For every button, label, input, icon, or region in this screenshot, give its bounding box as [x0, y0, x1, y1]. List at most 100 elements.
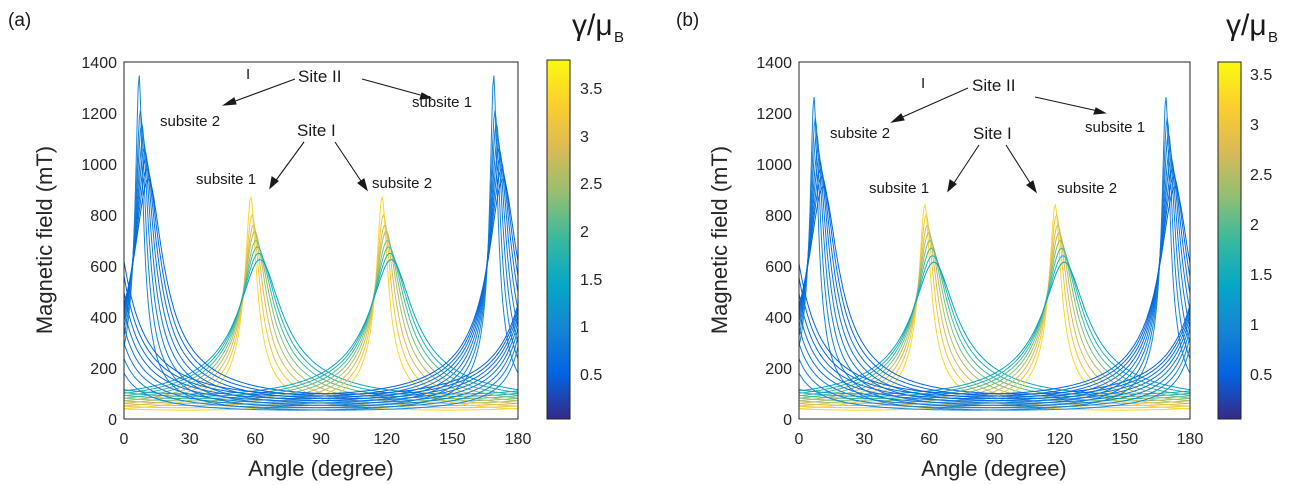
- colorbar-subscript: B: [614, 29, 624, 46]
- colorbar-gradient: [546, 59, 571, 420]
- x-axis-label: Angle (degree): [248, 456, 394, 481]
- y-axis-label: Magnetic field (mT): [707, 146, 732, 334]
- annotations: I Site II subsite 2 subsite 1 Site I sub…: [160, 66, 472, 192]
- colorbar-tick-label: 2: [580, 224, 589, 241]
- annotation-site1-subsite2: subsite 2: [1057, 180, 1117, 197]
- annotation-site1-subsite1: subsite 1: [869, 180, 929, 197]
- y-tick-label: 1000: [81, 157, 117, 174]
- series-line: [124, 158, 518, 400]
- series-line: [799, 186, 1190, 395]
- annotation-site1-subsite2: subsite 2: [372, 175, 432, 192]
- series-line: [124, 178, 518, 395]
- series-line: [124, 231, 518, 404]
- series-line: [799, 131, 1190, 406]
- colorbar-tick-label: 0.5: [580, 367, 602, 384]
- y-tick-label: 1400: [81, 55, 117, 72]
- annotation-site1: Site I: [973, 124, 1012, 143]
- series-line: [799, 261, 1190, 395]
- series-line: [799, 224, 1190, 406]
- y-tick-label: 0: [783, 412, 792, 429]
- panel-label: (b): [676, 10, 699, 31]
- colorbar-tick-label: 1.5: [1250, 267, 1272, 284]
- series-line: [799, 224, 1190, 406]
- x-tick-label: 60: [246, 431, 264, 448]
- series-line: [799, 232, 1190, 404]
- x-axis-label: Angle (degree): [921, 456, 1067, 481]
- series-line: [124, 148, 518, 402]
- series-line: [799, 261, 1190, 395]
- plot-frame: [798, 61, 1191, 420]
- annotation-arrows: [222, 78, 433, 192]
- series-line: [124, 213, 518, 409]
- colorbar-gradient: [1217, 61, 1242, 420]
- y-axis-label: Magnetic field (mT): [32, 146, 57, 334]
- series-line: [799, 247, 1190, 400]
- annotation-tick-mark: I: [246, 66, 250, 83]
- colorbar-tick-label: 1.5: [580, 272, 602, 289]
- x-axis: 0 30 60 90 120 150 180: [120, 431, 532, 448]
- series-line: [799, 118, 1190, 409]
- y-tick-label: 800: [765, 208, 792, 225]
- plot-frame: [123, 61, 519, 420]
- colorbar-tick-label: 1: [580, 319, 589, 336]
- x-tick-label: 180: [505, 431, 532, 448]
- colorbar-subscript: B: [1268, 29, 1278, 46]
- x-tick-label: 30: [855, 431, 873, 448]
- series-line: [124, 252, 518, 397]
- x-tick-label: 180: [1177, 431, 1204, 448]
- series-line: [124, 75, 518, 411]
- colorbar-tick-label: 3: [580, 129, 589, 146]
- y-tick-label: 800: [90, 208, 117, 225]
- x-tick-label: 0: [795, 431, 804, 448]
- series-line: [799, 168, 1190, 400]
- panel-a: (a) 0 30 60 90 120 150 180 0 200 400 600…: [8, 9, 624, 481]
- panel-b: (b) 0 30 60 90 120 150 180 0 200 400 600…: [676, 9, 1278, 481]
- colorbar-title: γ/μ: [1226, 9, 1267, 42]
- series-line: [799, 247, 1190, 400]
- x-tick-label: 90: [312, 431, 330, 448]
- annotation-arrows: [890, 87, 1107, 194]
- series-line: [799, 148, 1190, 404]
- x-tick-label: 120: [1046, 431, 1073, 448]
- series-line: [124, 246, 518, 400]
- annotation-site2-subsite1: subsite 1: [1085, 119, 1145, 136]
- colorbar-tick-label: 2.5: [580, 176, 602, 193]
- series-line: [799, 131, 1190, 406]
- y-axis: 0 200 400 600 800 1000 1200 1400: [81, 55, 117, 429]
- colorbar: γ/μ B 0.5 1 1.5 2 2.5 3 3.5: [1217, 9, 1278, 420]
- colorbar-tick-label: 0.5: [1250, 367, 1272, 384]
- annotation-site2-subsite2: subsite 2: [160, 113, 220, 130]
- colorbar-tick-label: 3.5: [1250, 67, 1272, 84]
- series-line: [124, 224, 518, 406]
- colorbar-tick-label: 1: [1250, 317, 1259, 334]
- y-axis: 0 200 400 600 800 1000 1200 1400: [756, 55, 792, 429]
- colorbar-tick-label: 3: [1250, 117, 1259, 134]
- x-tick-label: 60: [920, 431, 938, 448]
- x-axis: 0 30 60 90 120 150 180: [795, 431, 1204, 448]
- y-tick-label: 0: [108, 412, 117, 429]
- colorbar: γ/μ B 0.5 1 1.5 2 2.5 3 3.5: [546, 9, 624, 420]
- y-tick-label: 1000: [756, 157, 792, 174]
- annotation-site2: Site II: [972, 76, 1015, 95]
- series-line: [124, 123, 518, 406]
- x-tick-label: 120: [373, 431, 400, 448]
- x-tick-label: 150: [439, 431, 466, 448]
- series-line: [124, 138, 518, 404]
- annotation-tick-mark: I: [921, 75, 925, 92]
- colorbar-ticks: 0.5 1 1.5 2 2.5 3 3.5: [580, 81, 602, 384]
- series-line: [124, 224, 518, 406]
- y-tick-label: 600: [90, 259, 117, 276]
- y-tick-label: 200: [765, 361, 792, 378]
- annotation-site1-subsite1: subsite 1: [196, 171, 256, 188]
- series-line: [799, 213, 1190, 409]
- colorbar-tick-label: 2.5: [1250, 167, 1272, 184]
- x-tick-label: 0: [120, 431, 129, 448]
- colorbar-title: γ/μ: [572, 9, 613, 42]
- y-tick-label: 200: [90, 361, 117, 378]
- series-line: [799, 158, 1190, 402]
- plot-curves: [799, 97, 1190, 411]
- x-tick-label: 150: [1111, 431, 1138, 448]
- y-tick-label: 400: [765, 310, 792, 327]
- series-line: [124, 259, 518, 395]
